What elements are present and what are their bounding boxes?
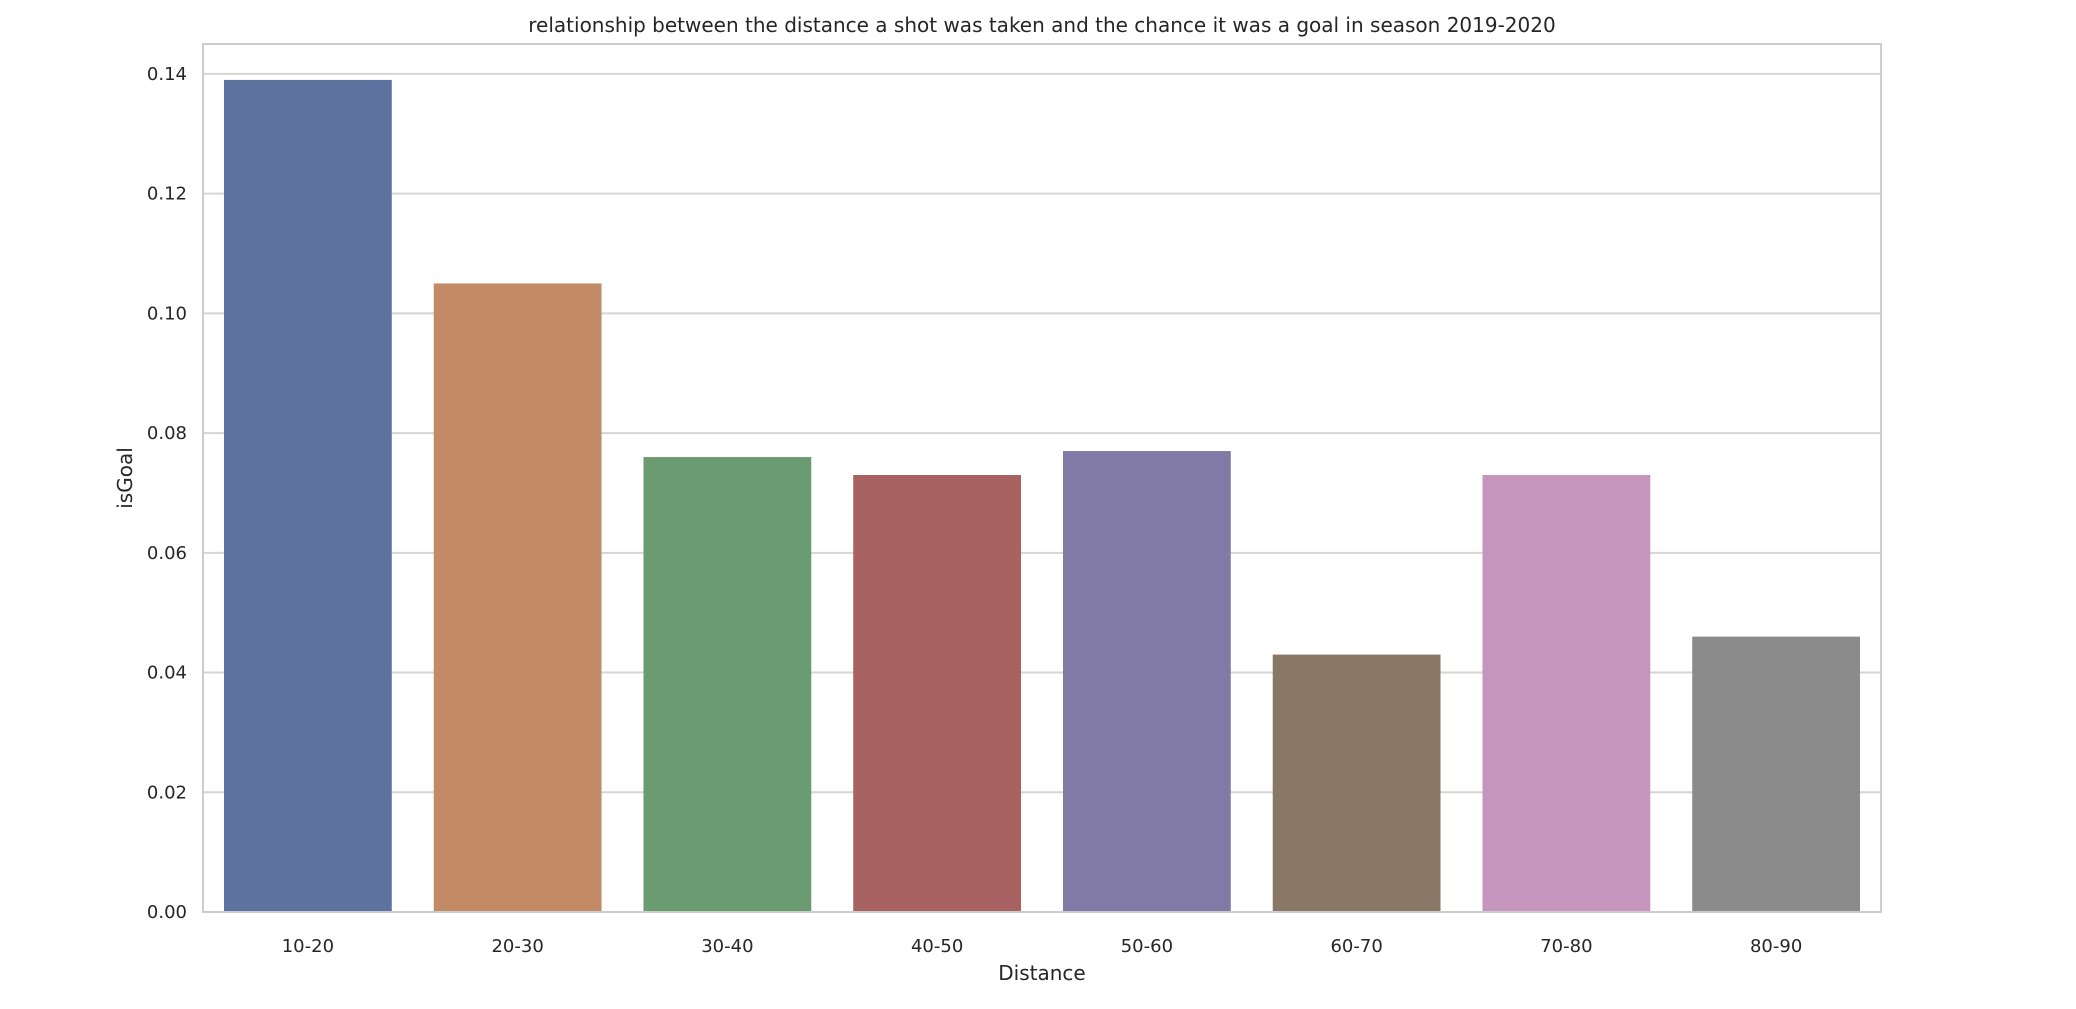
x-tick-label: 70-80 — [1540, 936, 1592, 957]
bar-80-90 — [1692, 636, 1861, 912]
x-tick-label: 30-40 — [701, 936, 753, 957]
x-tick-label: 40-50 — [911, 936, 963, 957]
y-tick-label: 0.12 — [147, 184, 187, 205]
bar-50-60 — [1062, 451, 1231, 912]
y-tick-label: 0.14 — [147, 64, 187, 85]
bar-20-30 — [433, 283, 602, 913]
x-tick-label: 50-60 — [1121, 936, 1173, 957]
bar-10-20 — [223, 79, 392, 913]
y-tick-label: 0.06 — [147, 543, 187, 564]
x-tick-label: 20-30 — [491, 936, 543, 957]
y-tick-labels: 0.00 0.02 0.04 0.06 0.08 0.10 0.12 0.14 — [147, 64, 187, 923]
y-tick-label: 0.08 — [147, 423, 187, 444]
x-tick-label: 10-20 — [282, 936, 334, 957]
plot-frame — [202, 43, 1882, 913]
bars — [223, 79, 1861, 913]
x-axis-label: Distance — [998, 961, 1085, 985]
y-axis-label: isGoal — [113, 447, 137, 509]
bar-70-80 — [1482, 475, 1651, 912]
bar-60-70 — [1272, 654, 1441, 912]
x-tick-label: 60-70 — [1330, 936, 1382, 957]
y-tick-label: 0.00 — [147, 902, 187, 923]
bar-40-50 — [853, 475, 1022, 912]
x-tick-labels: 10-20 20-30 30-40 40-50 50-60 60-70 70-80 80-90 — [282, 936, 1803, 957]
y-tick-label: 0.02 — [147, 782, 187, 803]
y-tick-label: 0.10 — [147, 303, 187, 324]
chart-title: relationship between the distance a shot… — [528, 13, 1555, 37]
bar-30-40 — [643, 457, 812, 912]
y-tick-label: 0.04 — [147, 663, 187, 684]
x-tick-label: 80-90 — [1750, 936, 1802, 957]
